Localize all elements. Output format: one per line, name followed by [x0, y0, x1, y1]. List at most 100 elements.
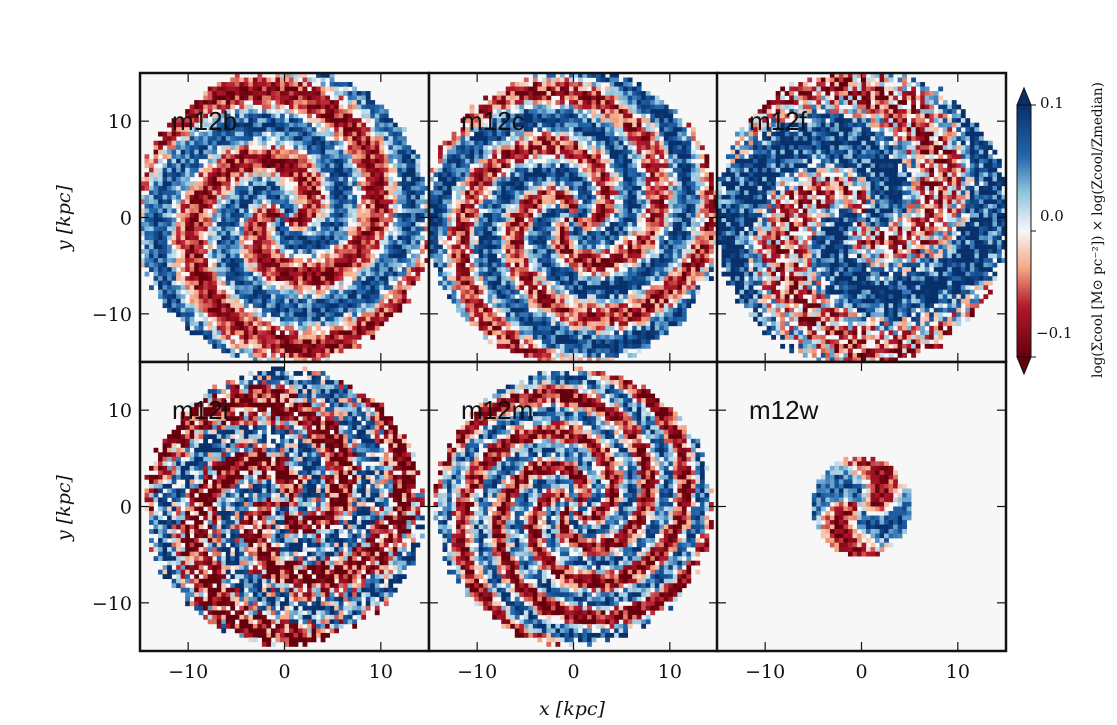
heatmap-cell	[343, 217, 349, 223]
heatmap-cell	[596, 104, 601, 110]
heatmap-cell	[361, 167, 367, 173]
heatmap-cell	[356, 258, 362, 263]
heatmap-cell	[149, 194, 154, 200]
heatmap-cell	[225, 330, 231, 336]
heatmap-cell	[221, 154, 227, 160]
heatmap-cell	[451, 136, 457, 142]
heatmap-cell	[605, 352, 610, 358]
heatmap-cell	[460, 262, 466, 268]
heatmap-cell	[415, 258, 421, 263]
heatmap-cell	[198, 217, 204, 223]
heatmap-cell	[365, 330, 371, 336]
heatmap-cell	[487, 235, 493, 241]
heatmap-cell	[406, 249, 412, 254]
heatmap-cell	[541, 176, 547, 182]
heatmap-cell	[510, 334, 516, 340]
heatmap-cell	[230, 303, 236, 309]
heatmap-cell	[456, 244, 461, 250]
heatmap-cell	[582, 104, 588, 110]
heatmap-cell	[230, 77, 236, 83]
heatmap-cell	[356, 316, 362, 322]
heatmap-cell	[325, 303, 330, 309]
heatmap-cell	[596, 352, 601, 358]
heatmap-cell	[519, 253, 525, 259]
heatmap-cell	[523, 339, 529, 345]
heatmap-cell	[383, 312, 389, 318]
heatmap-cell	[320, 253, 326, 259]
heatmap-cell	[261, 217, 267, 223]
heatmap-cell	[293, 91, 299, 96]
heatmap-cell	[293, 86, 299, 92]
heatmap-cell	[419, 208, 425, 214]
heatmap-cell	[302, 235, 308, 241]
heatmap-cell	[338, 330, 344, 336]
heatmap-cell	[392, 249, 398, 254]
heatmap-cell	[180, 217, 186, 223]
heatmap-cell	[582, 352, 588, 358]
heatmap-cell	[600, 163, 606, 169]
heatmap-cell	[347, 140, 353, 146]
heatmap-cell	[140, 222, 145, 227]
heatmap-cell	[587, 181, 592, 187]
heatmap-cell	[320, 109, 326, 114]
heatmap-cell	[370, 226, 376, 232]
heatmap-cell	[505, 231, 511, 236]
heatmap-cell	[266, 163, 272, 169]
heatmap-cell	[261, 190, 267, 196]
heatmap-cell	[302, 167, 308, 173]
heatmap-cell	[392, 226, 398, 232]
heatmap-cell	[180, 298, 186, 304]
heatmap-cell	[162, 289, 168, 295]
heatmap-cell	[266, 343, 272, 349]
heatmap-cell	[311, 127, 317, 133]
heatmap-cell	[605, 113, 610, 119]
heatmap-cell	[320, 212, 326, 218]
heatmap-cell	[555, 208, 561, 214]
heatmap-cell	[329, 176, 335, 182]
heatmap-cell	[194, 104, 200, 110]
heatmap-cell	[194, 158, 200, 164]
heatmap-cell	[289, 222, 294, 227]
heatmap-cell	[284, 303, 290, 309]
heatmap-cell	[221, 271, 227, 277]
heatmap-cell	[361, 95, 367, 101]
heatmap-cell	[243, 316, 249, 322]
heatmap-cell	[460, 303, 466, 309]
heatmap-cell	[492, 298, 498, 304]
heatmap-cell	[270, 271, 276, 277]
heatmap-cell	[410, 262, 416, 268]
heatmap-cell	[532, 231, 538, 236]
heatmap-cell	[203, 321, 209, 327]
heatmap-cell	[483, 149, 489, 155]
heatmap-cell	[541, 77, 547, 83]
heatmap-cell	[438, 172, 443, 178]
heatmap-cell	[550, 208, 556, 214]
heatmap-cell	[361, 312, 367, 318]
heatmap-cell	[307, 109, 312, 114]
heatmap-cell	[514, 249, 520, 254]
heatmap-cell	[261, 249, 267, 254]
heatmap-cell	[279, 73, 285, 78]
heatmap-cell	[207, 131, 213, 137]
heatmap-cell	[293, 77, 299, 83]
heatmap-cell	[433, 249, 439, 254]
heatmap-cell	[279, 316, 285, 322]
heatmap-cell	[469, 253, 475, 259]
heatmap-cell	[541, 113, 547, 119]
heatmap-cell	[582, 249, 588, 254]
heatmap-cell	[239, 113, 245, 119]
heatmap-cell	[510, 86, 516, 92]
heatmap-cell	[189, 303, 195, 309]
heatmap-cell	[564, 321, 570, 327]
heatmap-cell	[289, 289, 294, 295]
heatmap-cell	[361, 235, 367, 241]
heatmap-cell	[230, 280, 236, 286]
heatmap-cell	[379, 113, 385, 119]
heatmap-cell	[212, 118, 218, 123]
heatmap-cell	[356, 154, 362, 160]
heatmap-cell	[284, 172, 290, 178]
heatmap-cell	[605, 131, 610, 137]
heatmap-cell	[189, 217, 195, 223]
heatmap-cell	[316, 217, 321, 223]
heatmap-cell	[198, 235, 204, 241]
